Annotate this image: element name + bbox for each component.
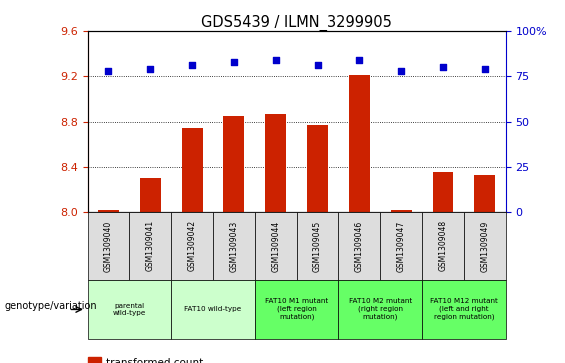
Bar [422, 212, 464, 280]
Text: GSM1309049: GSM1309049 [480, 220, 489, 272]
Text: FAT10 wild-type: FAT10 wild-type [184, 306, 242, 313]
Bar [224, 116, 244, 212]
Text: GSM1309040: GSM1309040 [104, 220, 113, 272]
Bar [422, 280, 506, 339]
Text: FAT10 M1 mutant
(left region
mutation): FAT10 M1 mutant (left region mutation) [265, 298, 328, 321]
Bar [349, 75, 370, 212]
Bar [266, 114, 286, 212]
Bar [255, 212, 297, 280]
Bar [297, 212, 338, 280]
Bar [182, 129, 202, 212]
Point [480, 66, 489, 72]
Point [104, 68, 113, 74]
Bar [433, 172, 453, 212]
Point [188, 62, 197, 68]
Bar [140, 178, 161, 212]
Bar [255, 280, 338, 339]
Text: GSM1309045: GSM1309045 [313, 220, 322, 272]
Point [355, 57, 364, 63]
Bar [338, 280, 422, 339]
Point [397, 68, 406, 74]
Bar [98, 210, 119, 212]
Bar [129, 212, 171, 280]
Bar [380, 212, 422, 280]
Bar [464, 212, 506, 280]
Bar [475, 175, 496, 212]
Bar [88, 280, 171, 339]
Point [313, 62, 322, 68]
Point [438, 64, 447, 70]
Point [271, 57, 280, 63]
Text: GSM1309048: GSM1309048 [438, 220, 447, 272]
Bar [307, 125, 328, 212]
Text: GSM1309041: GSM1309041 [146, 220, 155, 272]
Bar [88, 212, 129, 280]
Text: FAT10 M2 mutant
(right region
mutation): FAT10 M2 mutant (right region mutation) [349, 298, 412, 321]
Bar [391, 210, 412, 212]
Text: GSM1309044: GSM1309044 [271, 220, 280, 272]
Text: parental
wild-type: parental wild-type [112, 303, 146, 316]
Text: GSM1309046: GSM1309046 [355, 220, 364, 272]
Text: GSM1309043: GSM1309043 [229, 220, 238, 272]
Bar [88, 357, 101, 363]
Text: genotype/variation: genotype/variation [5, 301, 97, 311]
Text: GSM1309047: GSM1309047 [397, 220, 406, 272]
Title: GDS5439 / ILMN_3299905: GDS5439 / ILMN_3299905 [201, 15, 392, 31]
Bar [171, 212, 213, 280]
Point [229, 59, 238, 65]
Text: GSM1309042: GSM1309042 [188, 220, 197, 272]
Bar [213, 212, 255, 280]
Bar [338, 212, 380, 280]
Bar [171, 280, 255, 339]
Point [146, 66, 155, 72]
Text: FAT10 M12 mutant
(left and right
region mutation): FAT10 M12 mutant (left and right region … [430, 298, 498, 321]
Text: transformed count: transformed count [106, 358, 203, 363]
